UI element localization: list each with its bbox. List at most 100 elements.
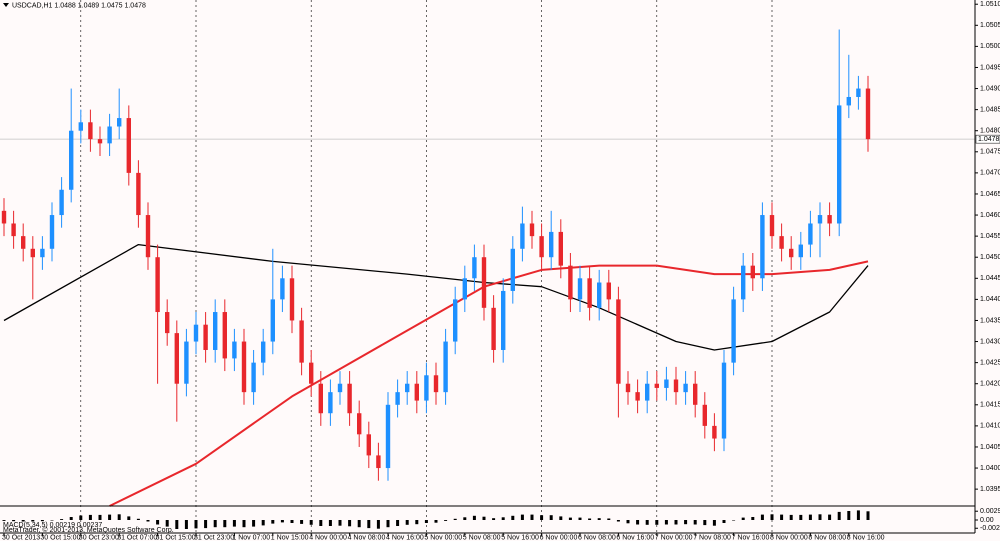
candle-body	[261, 341, 266, 363]
y-tick-label: 1.0435	[980, 317, 1000, 324]
candle-body	[49, 215, 55, 249]
macd-bar	[424, 520, 428, 523]
macd-bar	[818, 514, 822, 520]
macd-bar	[280, 520, 284, 523]
candle-body	[97, 139, 103, 144]
candle-body	[760, 215, 765, 279]
macd-bar	[194, 520, 198, 529]
candle-body	[472, 257, 477, 279]
candle-body	[69, 130, 74, 190]
candle-body	[510, 248, 515, 291]
candle-body	[549, 231, 554, 258]
candle-body	[337, 383, 343, 393]
macd-bar	[146, 520, 150, 522]
macd-bar	[568, 517, 572, 520]
macd-bar	[684, 520, 688, 525]
y-tick-label: 1.0480	[980, 128, 1000, 135]
macd-bar	[588, 518, 592, 520]
macd-title: MACD(5,34,5) 0.00219 0.00237	[3, 522, 102, 529]
candle-body	[865, 88, 871, 140]
candle-body	[232, 341, 237, 359]
y-tick-label: 1.0505	[980, 22, 1000, 29]
candle-body	[165, 312, 170, 334]
candle-body	[741, 265, 746, 300]
macd-bar	[338, 520, 342, 526]
macd-tick-label: -0.00275	[980, 525, 1000, 532]
candle-body	[597, 282, 602, 308]
candle-body	[635, 392, 640, 401]
macd-bar	[88, 514, 92, 520]
macd-bar	[492, 518, 496, 520]
x-tick-label: 6 Nov 00:00	[540, 534, 578, 541]
chart-title: USDCAD,H1 1.0488 1.0489 1.0475 1.0478	[12, 2, 146, 9]
y-tick-label: 1.0450	[980, 254, 1000, 261]
macd-bar	[674, 520, 678, 525]
candle-body	[328, 392, 333, 414]
candle-body	[251, 362, 256, 393]
candle-body	[193, 324, 199, 342]
macd-bar	[357, 520, 361, 528]
macd-bar	[117, 514, 121, 520]
macd-bar	[540, 515, 544, 520]
macd-bar	[271, 520, 275, 524]
candle-body	[817, 215, 823, 224]
candle-body	[107, 126, 112, 144]
candle-body	[213, 312, 218, 350]
y-tick-label: 1.0470	[980, 170, 1000, 177]
y-tick-label: 1.0455	[980, 233, 1000, 240]
candle-body	[846, 96, 851, 106]
candle-body	[309, 362, 314, 384]
candle-body	[520, 223, 525, 249]
y-tick-label: 1.0400	[980, 465, 1000, 472]
candle-body	[59, 189, 64, 216]
candle-body	[462, 278, 467, 300]
candle-body	[145, 215, 151, 258]
y-tick-label: 1.0495	[980, 64, 1000, 71]
candle-body	[117, 118, 122, 127]
y-tick-label: 1.0415	[980, 402, 1000, 409]
candle-body	[30, 248, 35, 258]
macd-bar	[664, 520, 668, 525]
macd-bar	[760, 514, 764, 520]
macd-bar	[348, 520, 352, 527]
candle-body	[347, 383, 352, 414]
candle-body	[299, 320, 304, 363]
candle-body	[789, 248, 794, 258]
candle-body	[664, 379, 669, 388]
candle-body	[395, 392, 400, 405]
menu-arrow[interactable]	[3, 3, 9, 7]
x-tick-label: 4 Nov 00:00	[309, 534, 347, 541]
macd-bar	[789, 514, 793, 520]
y-tick-label: 1.0405	[980, 444, 1000, 451]
macd-bar	[252, 520, 256, 527]
macd-bar	[578, 517, 582, 520]
candle-body	[366, 434, 371, 456]
candle-body	[318, 383, 323, 414]
y-tick-label: 1.0440	[980, 296, 1000, 303]
candle-body	[702, 404, 707, 426]
candle-body	[385, 404, 391, 469]
macd-bar	[300, 520, 304, 524]
x-tick-label: 1 Nov 15:00	[271, 534, 309, 541]
macd-bar	[184, 520, 188, 529]
macd-bar	[712, 520, 716, 526]
candle-body	[769, 215, 775, 237]
macd-bar	[242, 520, 246, 528]
macd-bar	[463, 517, 467, 520]
macd-bar	[559, 516, 563, 520]
macd-bar	[98, 514, 102, 520]
x-tick-label: 8 Nov 08:00	[808, 534, 846, 541]
x-tick-label: 30 Oct 15:00	[40, 534, 80, 541]
x-tick-label: 7 Nov 16:00	[732, 534, 770, 541]
candle-body	[616, 299, 621, 384]
macd-bar	[69, 517, 73, 520]
x-tick-label: 30 Oct 2013	[2, 534, 40, 541]
macd-bar	[12, 520, 16, 522]
macd-bar	[127, 516, 131, 520]
y-tick-label: 1.0475	[980, 149, 1000, 156]
macd-bar	[405, 520, 409, 525]
candle-body	[721, 362, 727, 439]
candle-body	[78, 122, 83, 131]
candle-body	[587, 278, 592, 308]
